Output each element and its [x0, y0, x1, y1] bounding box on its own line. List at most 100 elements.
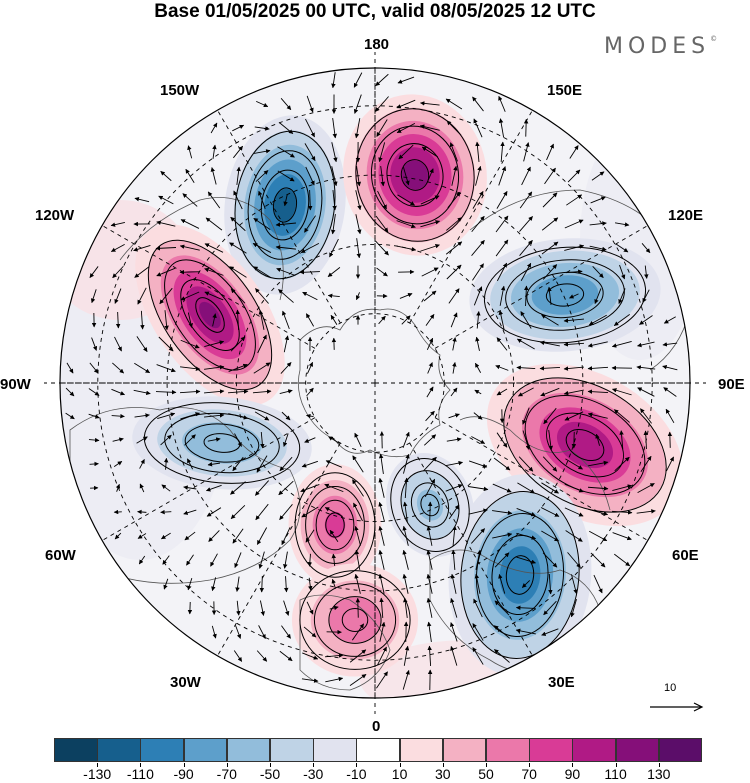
wind-vector-arrow [157, 412, 176, 420]
wind-vector-arrow [253, 149, 271, 154]
wind-vector-arrow [332, 118, 338, 139]
wind-vector-arrow [662, 342, 678, 347]
wind-vector-arrow [354, 549, 361, 570]
wind-vector-arrow [541, 241, 559, 255]
wind-vector-arrow [636, 365, 656, 370]
wind-vector-arrow [419, 124, 440, 131]
wind-vector-arrow [637, 341, 655, 348]
wind-vector-arrow [445, 241, 463, 255]
wind-vector-arrow [156, 267, 176, 277]
wind-vector-arrow [161, 484, 171, 492]
colorbar-segment [140, 738, 185, 762]
lon-label-90w: 90W [0, 376, 31, 393]
wind-vector-arrow [232, 528, 244, 544]
wind-vector-arrow [204, 413, 225, 418]
colorbar-segment [356, 738, 401, 762]
wind-vector-arrow [207, 437, 221, 442]
wind-vector-arrow [517, 387, 534, 397]
wind-vector-arrow [255, 288, 269, 304]
wind-vector-arrow [516, 556, 536, 564]
wind-vector-arrow [475, 165, 482, 186]
wind-vector-arrow [524, 285, 529, 307]
wind-vector-arrow [427, 501, 433, 523]
wind-vector-arrow [468, 460, 488, 468]
wind-vector-arrow [396, 99, 416, 109]
reference-vector-label: 10 [664, 682, 677, 694]
wind-vector-arrow [210, 167, 217, 185]
wind-vector-arrow [377, 646, 387, 666]
wind-vector-arrow [253, 217, 271, 231]
wind-vector-arrow [91, 337, 98, 351]
wind-vector-arrow [180, 291, 200, 301]
wind-vector-arrow [282, 433, 289, 447]
wind-vector-arrow [205, 484, 222, 492]
wind-vector-arrow [446, 437, 462, 442]
colorbar-tick-label: -30 [303, 766, 324, 782]
wind-vector-arrow [500, 141, 505, 163]
colorbar-tick [97, 763, 99, 767]
wind-vector-arrow [516, 508, 536, 517]
wind-vector-arrow [352, 479, 364, 497]
wind-vector-arrow [134, 362, 151, 374]
wind-vector-arrow [134, 266, 150, 278]
wind-vector-arrow [472, 96, 484, 112]
wind-vector-arrow [329, 605, 339, 611]
wind-vector-arrow [378, 315, 386, 325]
wind-vector-arrow [471, 239, 485, 256]
wind-vector-arrow [496, 388, 508, 396]
wind-vector-arrow [278, 289, 294, 303]
colorbar-tick-label: 110 [604, 766, 627, 782]
wind-vector-arrow [426, 168, 434, 184]
wind-vector-arrow [211, 625, 217, 639]
wind-vector-arrow [110, 221, 126, 227]
wind-vector-arrow [471, 436, 486, 444]
wind-vector-arrow [325, 676, 344, 683]
wind-vector-arrow [448, 504, 460, 520]
wind-vector-arrow [587, 389, 609, 394]
colorbar-segment [54, 738, 98, 762]
wind-vector-arrow [208, 530, 220, 542]
wind-vector-arrow [327, 293, 340, 299]
wind-vector-arrow [564, 411, 584, 421]
wind-vector-arrow [163, 578, 169, 590]
wind-vector-arrow [663, 316, 676, 324]
wind-vector-arrow [232, 124, 245, 132]
wind-vector-arrow [420, 243, 440, 252]
wind-vector-arrow [299, 269, 320, 275]
wind-vector-arrow [331, 142, 338, 163]
lon-label-60e: 60E [672, 547, 699, 564]
wind-vector-arrow [515, 605, 536, 611]
wind-vector-arrow [494, 552, 510, 568]
wind-vector-arrow [230, 336, 246, 352]
wind-vector-arrow [204, 291, 224, 301]
wind-vector-arrow [136, 436, 148, 444]
wind-vector-arrow [619, 430, 624, 450]
wind-vector-arrow [613, 409, 630, 423]
wind-vector-arrow [156, 364, 176, 373]
wind-vector-arrow [207, 462, 221, 467]
wind-vector-arrow [307, 189, 313, 211]
wind-vector-arrow [521, 166, 531, 186]
wind-vector-arrow [421, 146, 439, 158]
wind-vector-arrow [426, 525, 433, 546]
colorbar-tick [399, 763, 401, 767]
wind-vector-arrow [540, 507, 560, 517]
colorbar-tick-label: 50 [478, 766, 494, 782]
wind-vector-arrow [492, 510, 513, 516]
colorbar-segment [658, 738, 703, 762]
wind-vector-arrow [566, 194, 583, 206]
wind-vector-arrow [303, 626, 317, 638]
wind-vector-arrow [569, 293, 579, 299]
wind-vector-arrow [112, 265, 124, 279]
wind-vector-arrow [493, 457, 511, 471]
meridian-line [409, 442, 533, 657]
wind-vector-arrow [158, 195, 174, 205]
lon-label-120w: 120W [35, 207, 75, 224]
wind-vector-arrow [329, 238, 339, 258]
wind-vector-arrow [396, 220, 416, 229]
wind-vector-arrow [542, 192, 558, 208]
wind-vector-arrow [517, 482, 535, 494]
wind-vector-arrow [498, 118, 505, 138]
wind-vector-arrow [235, 625, 242, 639]
wind-vector-arrow [139, 459, 145, 469]
